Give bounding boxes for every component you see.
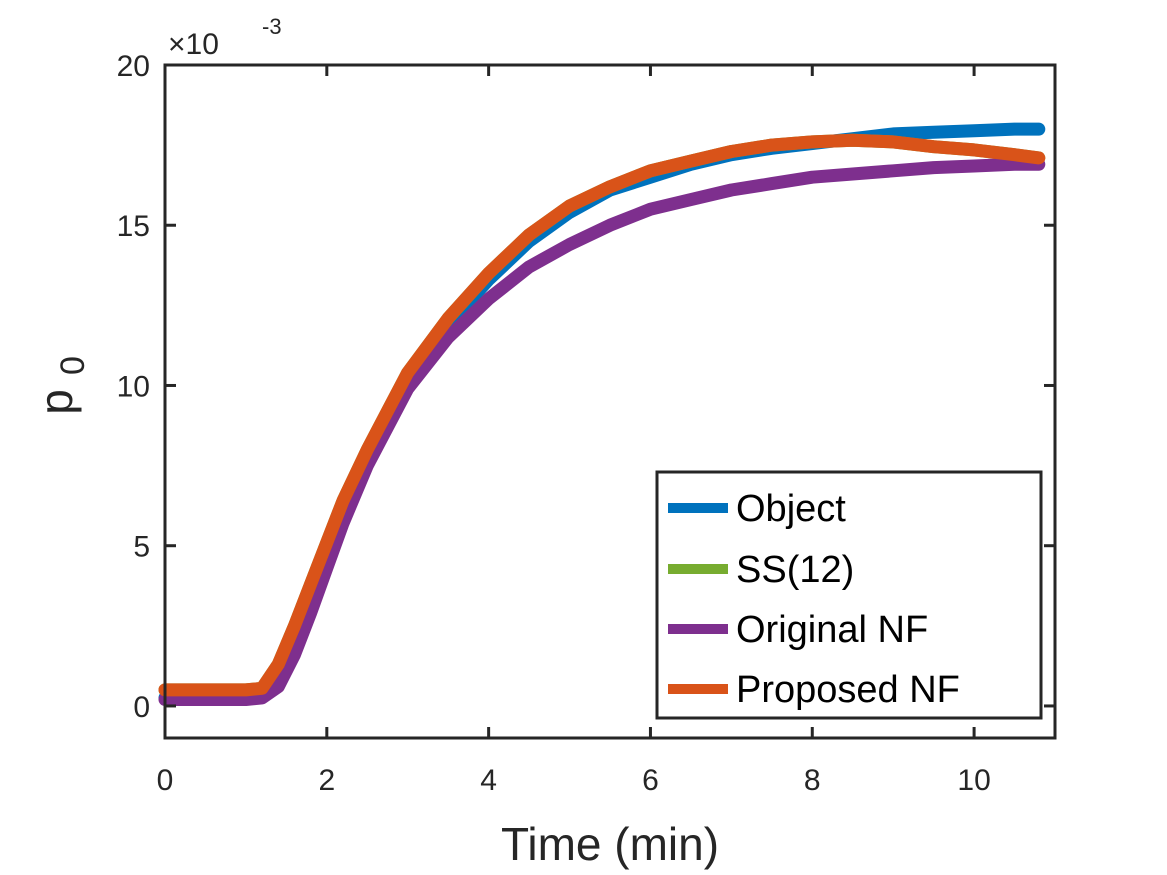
x-tick-label: 10 — [957, 764, 990, 797]
legend-label-ss-12: SS(12) — [736, 549, 854, 591]
plot-frame — [163, 63, 1057, 740]
y-tick-label: 20 — [117, 50, 150, 83]
y-exponent-base: ×10 — [168, 28, 219, 61]
y-axis-label-subscript: 0 — [54, 356, 92, 375]
x-tick-label: 2 — [318, 764, 335, 797]
legend-label-original-nf: Original NF — [736, 609, 928, 651]
y-exponent: ×10 -3 — [168, 14, 282, 61]
series-line-proposed-nf — [158, 133, 1046, 697]
y-tick-label: 10 — [117, 370, 150, 403]
x-tick-label: 6 — [642, 764, 659, 797]
legend-label-object: Object — [736, 488, 846, 530]
series-line-original-nf — [158, 157, 1046, 706]
legend: Object SS(12) Original NF Proposed NF — [655, 470, 1043, 720]
y-tick-label: 5 — [133, 531, 150, 564]
y-exponent-power: -3 — [262, 14, 282, 39]
x-axis-label: Time (min) — [501, 818, 719, 870]
y-axis-label: p 0 — [30, 356, 92, 415]
x-tick-label: 0 — [157, 764, 174, 797]
y-axis-label-main: p — [30, 389, 82, 415]
y-tick-label: 0 — [133, 691, 150, 724]
x-tick-label: 8 — [804, 764, 821, 797]
legend-items: Object SS(12) Original NF Proposed NF — [668, 488, 960, 711]
y-tick-label: 15 — [117, 210, 150, 243]
series-layer — [158, 122, 1046, 706]
legend-label-proposed-nf: Proposed NF — [736, 669, 960, 711]
tick-layer: 0 2 4 6 8 10 0 5 10 15 20 — [117, 50, 1055, 797]
x-tick-label: 4 — [480, 764, 497, 797]
